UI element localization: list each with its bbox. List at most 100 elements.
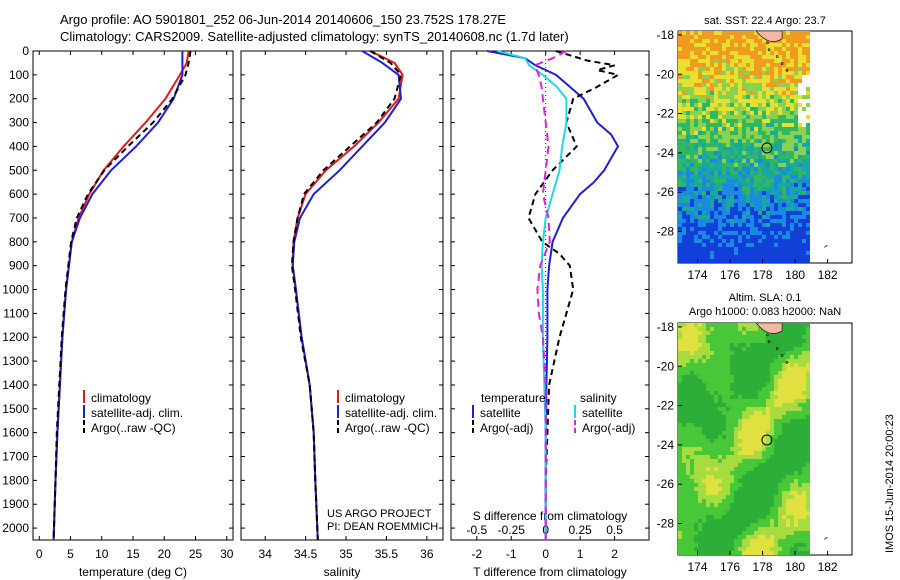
map-cell [766,155,771,160]
map-cell [742,455,747,460]
map-cell [754,467,759,472]
map-cell [686,75,691,80]
map-cell [710,39,715,44]
map-cell [730,447,735,452]
map-cell [742,235,747,240]
map-cell [702,51,707,56]
map-cell [690,423,695,428]
map-cell [738,535,743,540]
map-cell [694,107,699,112]
map-cell [718,147,723,152]
map-cell [802,503,807,508]
map-cell [746,435,751,440]
map-cell [754,167,759,172]
map-cell [698,519,703,524]
map-cell [726,175,731,180]
map-cell [686,463,691,468]
map-cell [698,67,703,72]
map-cell [794,151,799,156]
map-cell [706,63,711,68]
map-cell [710,483,715,488]
map-cell [754,183,759,188]
map-cell [722,31,727,36]
map-cell [754,91,759,96]
map-cell [774,479,779,484]
map-cell [682,439,687,444]
map-cell [738,351,743,356]
map-cell [758,183,763,188]
map-cell [770,355,775,360]
map-cell [726,67,731,72]
map-cell [806,539,810,544]
map-cell [778,499,783,504]
map-cell [682,359,687,364]
map-cell [694,367,699,372]
map-cell [682,115,687,120]
map-cell [798,371,803,376]
map-cell [746,47,751,52]
map-cell [778,187,783,192]
map-cell [738,79,743,84]
legend-title-temperature: temperature [481,391,546,405]
map-cell [730,223,735,228]
map-cell [778,243,783,248]
map-cell [766,335,771,340]
map-cell [702,323,707,328]
map-cell [714,55,719,60]
map-cell [806,79,810,84]
map-cell [766,375,771,380]
map-cell [702,203,707,208]
map-cell [754,371,759,376]
map-cell [694,251,699,256]
map-cell [706,219,711,224]
map-cell [798,427,803,432]
map-cell [766,479,771,484]
map-cell [694,479,699,484]
map-cell [702,35,707,40]
map-cell [682,147,687,152]
map-cell [802,139,807,144]
map-cell [790,223,795,228]
map-cell [770,171,775,176]
map-cell [754,383,759,388]
map-cell [714,95,719,100]
map-cell [714,203,719,208]
map-cell [766,415,771,420]
map-cell [806,447,810,452]
map-cell [786,175,791,180]
map-cell [762,351,767,356]
map-cell [686,259,691,263]
map-cell [754,347,759,352]
map-cell [786,155,791,160]
map-cell [746,75,751,80]
map-cell [754,251,759,256]
map-cell [750,487,755,492]
argo-position-marker [761,142,773,154]
map-cell [722,443,727,448]
map-cell [786,35,791,40]
map-cell [726,135,731,140]
map-cell [778,175,783,180]
island-mark [775,55,779,58]
map-cell [722,427,727,432]
map-cell [750,35,755,40]
map-cell [734,247,739,252]
map-cell [742,411,747,416]
map-cell [678,223,683,228]
map-cell [762,135,767,140]
map-cell [766,359,771,364]
map-cell [762,507,767,512]
map-cell [754,199,759,204]
map-cell [730,507,735,512]
map-cell [710,523,715,528]
map-cell [750,467,755,472]
map-cell [718,459,723,464]
map-cell [686,475,691,480]
map-cell [690,543,695,548]
map-cell [726,55,731,60]
map-cell [786,543,791,548]
map-cell [790,387,795,392]
map-cell [806,255,810,260]
sst-map-title: sat. SST: 22.4 Argo: 23.7 [704,15,826,27]
map-cell [698,507,703,512]
